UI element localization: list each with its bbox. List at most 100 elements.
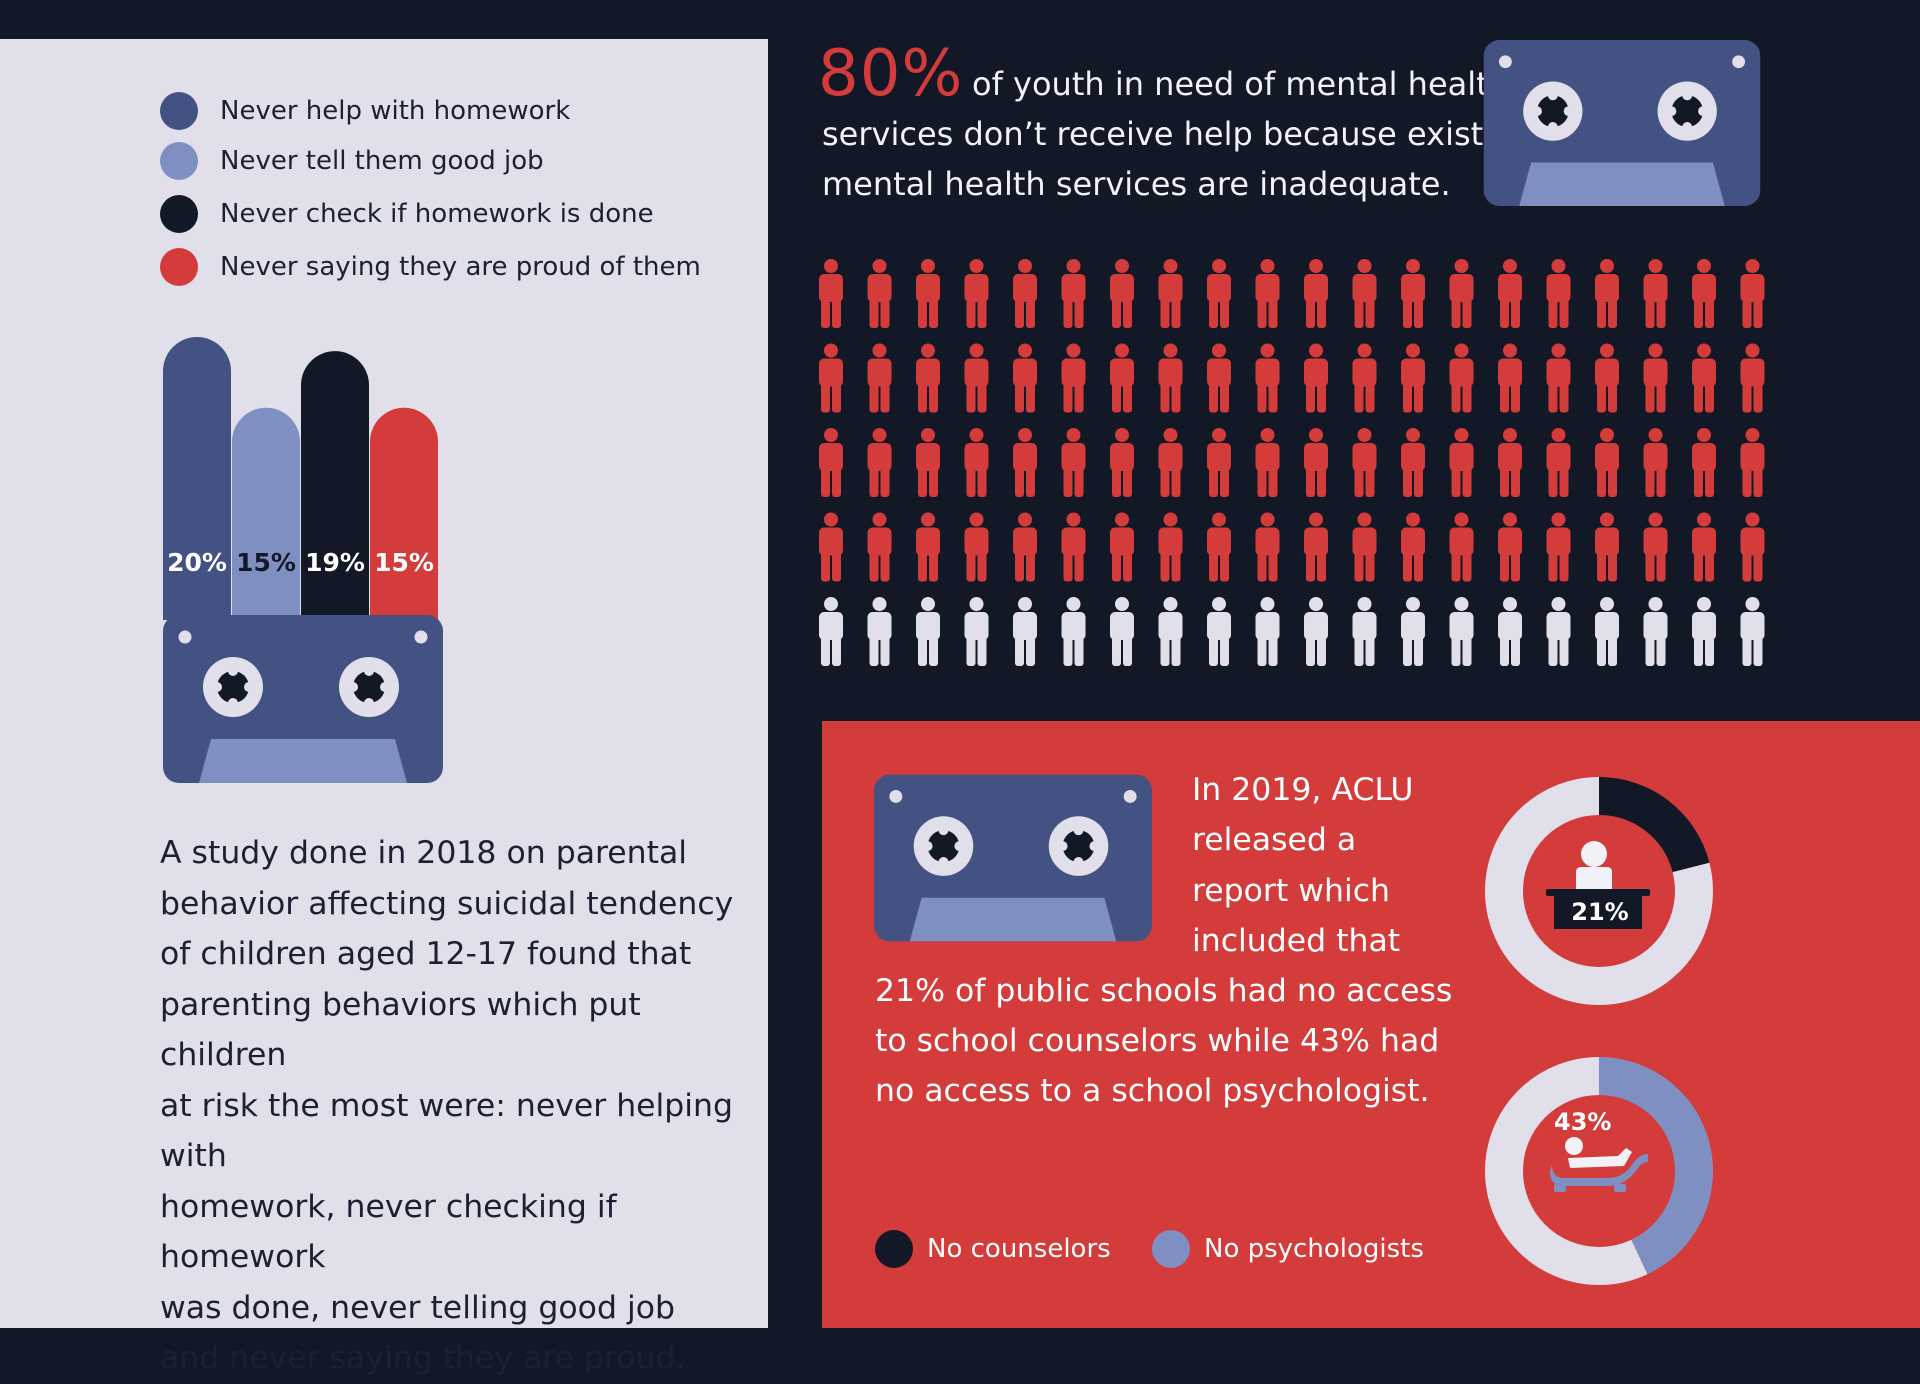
donut-chart-psychologists xyxy=(1485,1057,1713,1285)
bar-chart xyxy=(163,337,438,620)
person-icon xyxy=(1692,343,1716,413)
person-icon xyxy=(1255,512,1280,582)
person-icon xyxy=(1449,343,1474,413)
person-icon xyxy=(1352,512,1377,582)
aclu-text-line: released a xyxy=(1192,822,1357,858)
person-icon xyxy=(1110,259,1134,328)
bar-1 xyxy=(163,337,231,620)
person-icon xyxy=(1740,597,1765,666)
person-icon xyxy=(1207,343,1231,413)
person-icon xyxy=(1110,343,1134,413)
bar-value-label: 15% xyxy=(236,548,296,577)
person-icon xyxy=(1158,343,1183,413)
person-icon xyxy=(1692,597,1716,666)
person-icon xyxy=(1158,259,1183,328)
person-icon xyxy=(1110,512,1134,582)
person-icon xyxy=(1740,512,1765,582)
person-icon xyxy=(916,259,940,328)
donut-segment xyxy=(1485,1057,1713,1285)
study-text-line: of children aged 12-17 found that xyxy=(160,936,692,972)
person-icon xyxy=(1013,343,1037,413)
person-icon xyxy=(1255,428,1280,497)
person-icon xyxy=(1061,512,1086,582)
person-icon xyxy=(1546,428,1571,497)
person-icon xyxy=(1401,428,1425,497)
person-icon xyxy=(1061,343,1086,413)
cassette-icon xyxy=(163,615,443,783)
person-icon xyxy=(819,512,843,582)
legend-label: No psychologists xyxy=(1204,1234,1424,1264)
people-pictogram xyxy=(819,259,1765,666)
study-text-line: parenting behaviors which put children xyxy=(160,986,641,1074)
person-icon xyxy=(1595,343,1619,413)
legend-swatch xyxy=(160,248,198,286)
legend-label: No counselors xyxy=(927,1234,1111,1264)
person-icon xyxy=(1401,259,1425,328)
person-icon xyxy=(964,259,989,328)
person-icon xyxy=(1158,597,1183,666)
person-icon xyxy=(1352,597,1377,666)
study-text-line: behavior affecting suicidal tendency xyxy=(160,885,734,922)
aclu-text-line: no access to a school psychologist. xyxy=(875,1073,1430,1109)
person-icon xyxy=(1546,259,1571,328)
person-icon xyxy=(819,343,843,413)
person-icon xyxy=(1110,428,1134,497)
person-icon xyxy=(1449,512,1474,582)
bar-value-label: 19% xyxy=(305,548,365,577)
person-icon xyxy=(1498,343,1522,413)
headline-line: of youth in need of mental health xyxy=(972,65,1509,103)
legend-item-homework-check: Never check if homework is done xyxy=(160,194,654,234)
person-icon xyxy=(1061,597,1086,666)
person-icon xyxy=(1158,512,1183,582)
person-icon xyxy=(1595,259,1619,328)
person-icon xyxy=(1352,428,1377,497)
study-text-line: A study done in 2018 on parental xyxy=(160,835,688,871)
person-icon xyxy=(1740,259,1765,328)
person-icon xyxy=(1546,512,1571,582)
person-icon xyxy=(1207,512,1231,582)
person-icon xyxy=(819,259,843,328)
person-icon xyxy=(1352,343,1377,413)
person-icon xyxy=(1692,512,1716,582)
counselor-desk-icon xyxy=(1546,841,1650,929)
person-icon xyxy=(867,512,892,582)
person-icon xyxy=(964,512,989,582)
person-icon xyxy=(964,428,989,497)
person-icon xyxy=(1207,597,1231,666)
person-icon xyxy=(1595,597,1619,666)
person-icon xyxy=(1740,343,1765,413)
person-icon xyxy=(1595,512,1619,582)
legend-item-no-psychologists: No psychologists xyxy=(1152,1229,1424,1269)
person-icon xyxy=(867,343,892,413)
cassette-icon xyxy=(1483,40,1761,206)
person-icon xyxy=(1498,597,1522,666)
legend-label: Never help with homework xyxy=(220,96,571,126)
person-icon xyxy=(1401,597,1425,666)
person-icon xyxy=(1692,259,1716,328)
legend-item-homework-help: Never help with homework xyxy=(160,91,570,131)
bar-value-label: 15% xyxy=(374,548,434,577)
person-icon xyxy=(916,512,940,582)
person-icon xyxy=(964,597,989,666)
person-icon xyxy=(916,343,940,413)
person-icon xyxy=(867,259,892,328)
person-icon xyxy=(1207,259,1231,328)
headline-percent: 80% xyxy=(818,37,964,111)
bar-value-label: 20% xyxy=(167,548,227,577)
legend-item-good-job: Never tell them good job xyxy=(160,141,544,181)
legend-label: Never tell them good job xyxy=(220,146,544,176)
donut-chart-counselors xyxy=(1485,777,1713,1005)
person-icon xyxy=(1401,343,1425,413)
person-icon xyxy=(1013,259,1037,328)
study-text-line: and never saying they are proud. xyxy=(160,1340,686,1376)
psychologist-couch-icon xyxy=(1550,1137,1648,1192)
legend-label: Never check if homework is done xyxy=(220,199,654,229)
person-icon xyxy=(964,343,989,413)
person-icon xyxy=(1304,259,1328,328)
legend-swatch xyxy=(160,142,198,180)
legend-swatch xyxy=(160,92,198,130)
bar-2 xyxy=(232,407,300,620)
person-icon xyxy=(867,428,892,497)
study-text: A study done in 2018 on parental behavio… xyxy=(160,828,760,1384)
person-icon xyxy=(1643,259,1668,328)
